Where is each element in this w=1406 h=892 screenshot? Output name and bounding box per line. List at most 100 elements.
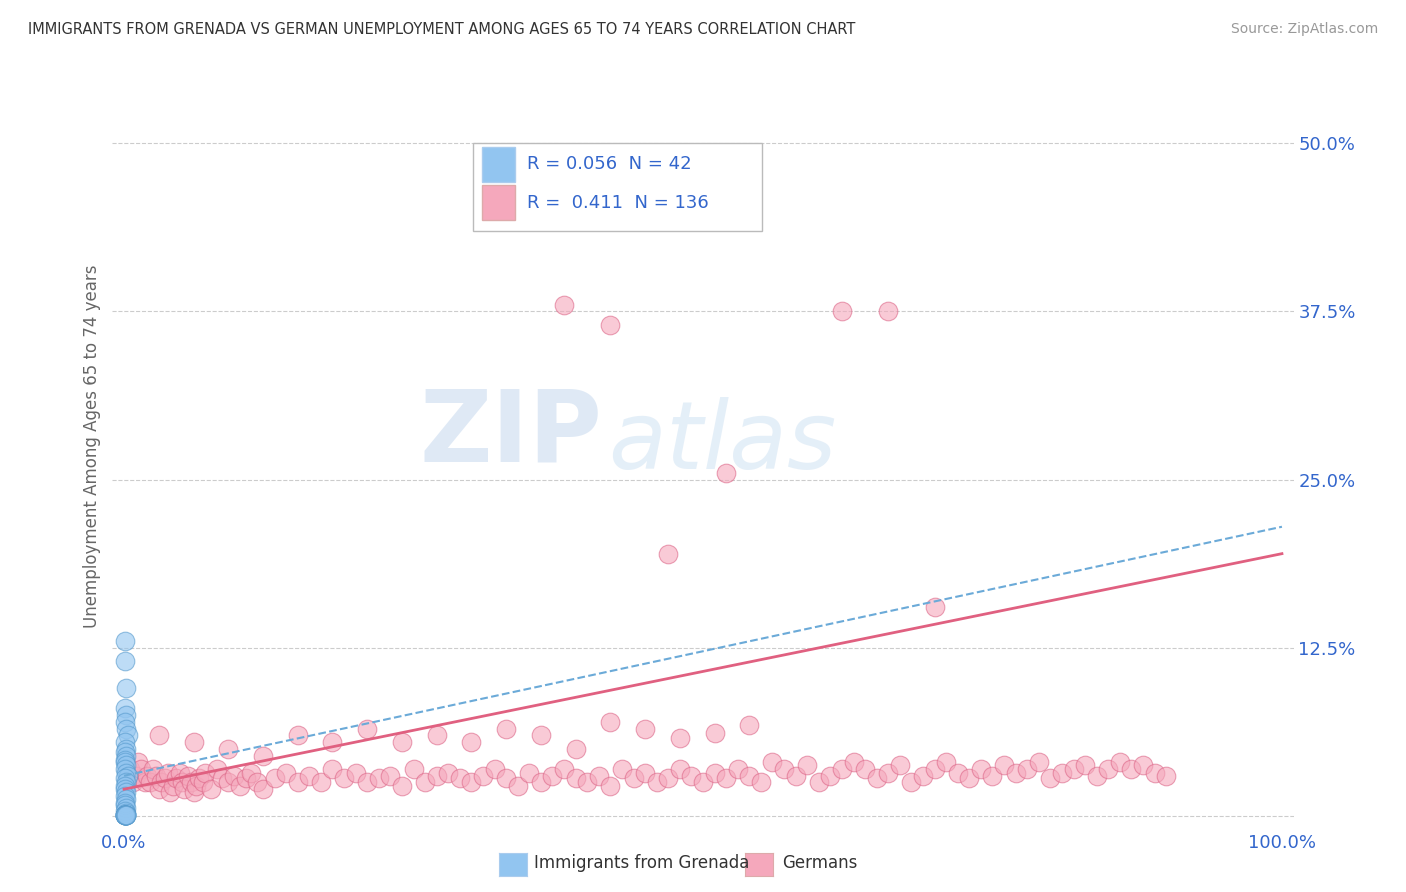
Point — [530, 775, 553, 789]
Point — [935, 756, 957, 770]
Point — [1143, 766, 1166, 780]
Point — [180, 775, 202, 789]
Point — [785, 769, 807, 783]
Point — [131, 762, 153, 776]
Point — [541, 769, 564, 783]
Point — [145, 769, 167, 783]
Point — [380, 769, 402, 783]
Point — [321, 762, 343, 776]
Point — [553, 762, 575, 776]
Point — [184, 780, 207, 794]
Point — [188, 772, 211, 786]
Point — [205, 762, 228, 776]
Point — [738, 769, 761, 783]
Point — [599, 318, 621, 332]
Point — [669, 762, 692, 776]
Point — [114, 807, 136, 822]
Point — [162, 780, 184, 794]
Point — [426, 769, 449, 783]
Point — [692, 775, 714, 789]
Point — [1039, 772, 1062, 786]
Point — [924, 600, 946, 615]
Point — [252, 782, 274, 797]
Point — [495, 772, 517, 786]
Point — [449, 772, 471, 786]
Point — [576, 775, 599, 789]
Point — [1050, 766, 1073, 780]
Point — [506, 780, 529, 794]
Point — [122, 775, 145, 789]
Point — [114, 762, 136, 776]
Text: atlas: atlas — [609, 397, 837, 488]
Point — [889, 758, 911, 772]
Point — [114, 744, 136, 758]
Point — [391, 780, 413, 794]
Point — [714, 466, 737, 480]
Point — [115, 758, 138, 772]
Point — [1108, 756, 1130, 770]
Point — [309, 775, 332, 789]
Point — [356, 775, 378, 789]
Point — [114, 798, 136, 813]
Point — [252, 748, 274, 763]
Point — [391, 735, 413, 749]
Point — [1097, 762, 1119, 776]
Point — [333, 772, 356, 786]
Point — [114, 789, 136, 803]
Point — [114, 782, 136, 797]
Point — [115, 775, 138, 789]
Point — [183, 785, 205, 799]
Point — [993, 758, 1015, 772]
Point — [114, 807, 136, 822]
Point — [240, 766, 263, 780]
Point — [115, 801, 138, 815]
Point — [114, 654, 136, 668]
Point — [114, 701, 136, 715]
Point — [599, 780, 621, 794]
Point — [115, 807, 138, 822]
Point — [217, 741, 239, 756]
Point — [115, 807, 138, 822]
Text: ZIP: ZIP — [420, 386, 603, 483]
Text: IMMIGRANTS FROM GRENADA VS GERMAN UNEMPLOYMENT AMONG AGES 65 TO 74 YEARS CORRELA: IMMIGRANTS FROM GRENADA VS GERMAN UNEMPL… — [28, 22, 855, 37]
Point — [738, 717, 761, 731]
Point — [321, 735, 343, 749]
Point — [634, 722, 657, 736]
Point — [877, 766, 900, 780]
Point — [657, 772, 679, 786]
Y-axis label: Unemployment Among Ages 65 to 74 years: Unemployment Among Ages 65 to 74 years — [83, 264, 101, 628]
Point — [1004, 766, 1026, 780]
Point — [191, 775, 214, 789]
Point — [115, 807, 138, 822]
Point — [645, 150, 668, 164]
Point — [211, 772, 233, 786]
Point — [157, 766, 180, 780]
Point — [276, 766, 298, 780]
Point — [437, 766, 460, 780]
Point — [645, 775, 668, 789]
Point — [831, 762, 853, 776]
Point — [170, 775, 193, 789]
Point — [472, 769, 495, 783]
Point — [136, 769, 159, 783]
Point — [115, 807, 138, 822]
Point — [287, 728, 309, 742]
Point — [681, 769, 703, 783]
FancyBboxPatch shape — [482, 186, 515, 220]
Point — [159, 785, 181, 799]
Point — [1028, 756, 1050, 770]
Point — [117, 728, 139, 742]
Point — [134, 775, 156, 789]
Point — [588, 769, 610, 783]
Point — [820, 769, 842, 783]
Point — [367, 772, 389, 786]
Point — [402, 762, 425, 776]
Point — [517, 766, 540, 780]
Point — [1085, 769, 1108, 783]
Point — [553, 298, 575, 312]
Point — [217, 775, 239, 789]
Point — [165, 772, 187, 786]
Point — [114, 807, 136, 822]
Point — [114, 807, 136, 822]
Point — [946, 766, 969, 780]
